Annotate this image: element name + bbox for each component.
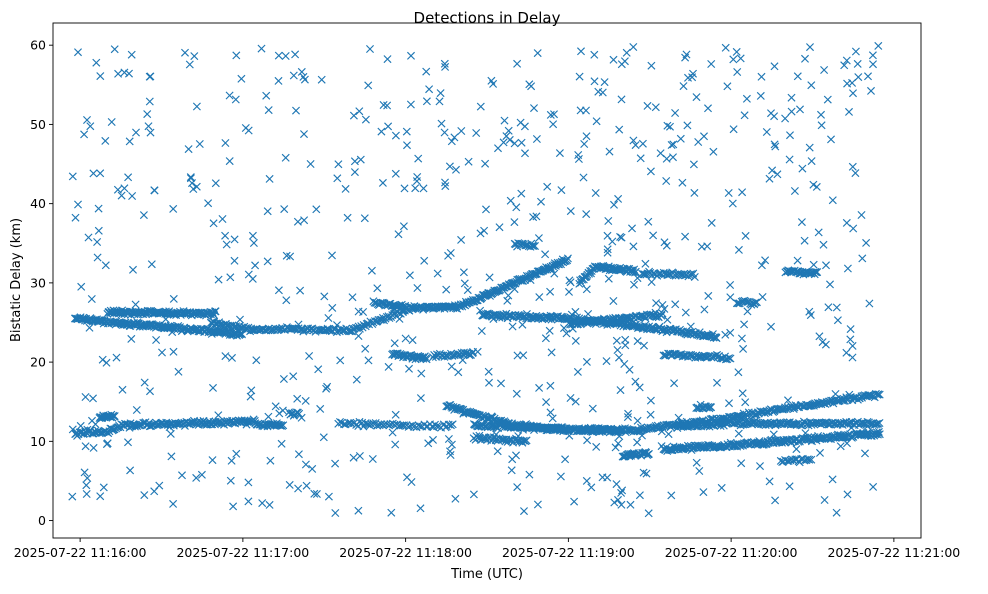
chart-title: Detections in Delay (414, 9, 561, 27)
y-tick-label: 40 (30, 196, 46, 211)
x-tick-label: 2025-07-22 11:21:00 (827, 545, 960, 560)
x-tick-label: 2025-07-22 11:20:00 (665, 545, 798, 560)
x-tick-label: 2025-07-22 11:19:00 (502, 545, 635, 560)
x-tick-label: 2025-07-22 11:16:00 (14, 545, 147, 560)
y-tick-label: 30 (30, 275, 46, 290)
y-axis-label: Bistatic Delay (km) (9, 218, 24, 342)
y-tick-label: 60 (30, 38, 46, 53)
y-tick-label: 20 (30, 355, 46, 370)
y-tick-label: 10 (30, 434, 46, 449)
y-tick-label: 50 (30, 117, 46, 132)
x-axis-label: Time (UTC) (450, 567, 523, 582)
y-tick-label: 0 (38, 513, 46, 528)
x-tick-label: 2025-07-22 11:18:00 (339, 545, 472, 560)
x-tick-label: 2025-07-22 11:17:00 (176, 545, 309, 560)
